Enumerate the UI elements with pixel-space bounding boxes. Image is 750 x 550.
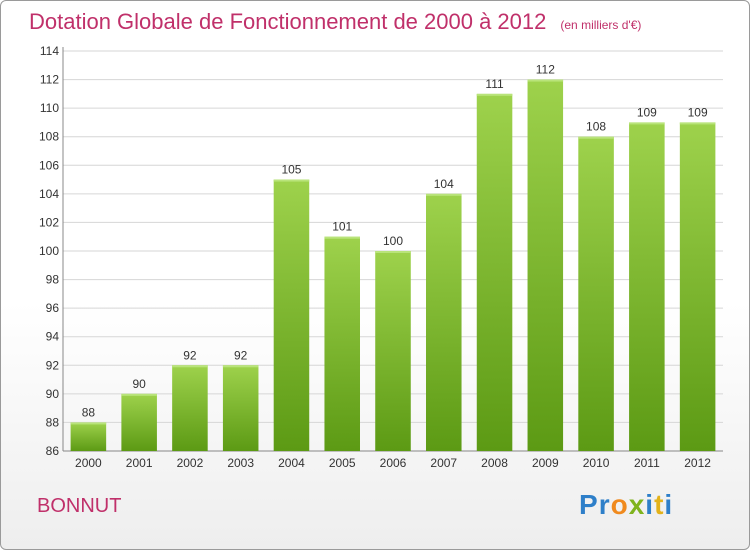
chart-title: Dotation Globale de Fonctionnement de 20… [29, 9, 641, 35]
data-label: 101 [332, 220, 352, 234]
x-tick-label: 2012 [684, 456, 711, 470]
bar-highlight [629, 122, 665, 125]
bar-highlight [70, 422, 107, 425]
chart-subtitle: (en milliers d'€) [560, 18, 642, 32]
bar-highlight [273, 179, 310, 182]
data-label: 111 [485, 77, 504, 91]
y-tick-label: 106 [39, 158, 59, 172]
bar-highlight [121, 393, 157, 396]
y-tick-label: 112 [40, 73, 59, 87]
bar [578, 136, 614, 451]
y-tick-label: 98 [46, 273, 60, 287]
logo-letter: x [628, 489, 646, 520]
data-label: 108 [586, 120, 606, 134]
bar [70, 422, 107, 451]
x-tick-label: 2001 [126, 456, 153, 470]
y-tick-label: 114 [40, 44, 59, 58]
y-tick-label: 102 [39, 215, 59, 229]
logo-letter: i [645, 489, 655, 520]
logo-letter: P [579, 489, 599, 520]
y-tick-label: 100 [39, 244, 59, 258]
x-tick-label: 2007 [430, 456, 457, 470]
x-tick-label: 2000 [75, 456, 102, 470]
y-tick-label: 110 [40, 101, 59, 115]
y-tick-label: 104 [39, 187, 59, 201]
x-tick-label: 2010 [583, 456, 610, 470]
y-tick-label: 92 [46, 358, 60, 372]
x-tick-label: 2011 [634, 456, 660, 470]
bar-highlight [375, 251, 411, 253]
bar [121, 393, 157, 451]
logo-letter: i [664, 489, 674, 520]
x-tick-label: 2006 [380, 456, 407, 470]
bar [222, 365, 259, 451]
data-label: 92 [183, 348, 197, 362]
x-tick-label: 2005 [329, 456, 356, 470]
bar [172, 365, 208, 451]
bar [527, 79, 564, 452]
data-label: 105 [281, 163, 301, 177]
data-label: 92 [234, 348, 248, 362]
x-tick-label: 2002 [177, 456, 204, 470]
bar [426, 193, 462, 451]
proxiti-logo: Proxiti [579, 489, 673, 521]
bar-highlight [578, 136, 614, 139]
x-tick-label: 2008 [481, 456, 508, 470]
x-tick-label: 2004 [278, 456, 305, 470]
logo-letter: t [654, 489, 665, 520]
y-tick-label: 90 [46, 387, 60, 401]
data-label: 100 [383, 234, 403, 248]
bar [476, 93, 513, 451]
x-tick-label: 2009 [532, 456, 559, 470]
x-tick-label: 2003 [227, 456, 254, 470]
y-tick-label: 88 [46, 415, 60, 429]
y-tick-label: 86 [46, 444, 60, 458]
bar [273, 179, 310, 452]
bar-highlight [426, 193, 462, 196]
bar [629, 122, 665, 451]
y-tick-label: 108 [39, 130, 59, 144]
bar [679, 122, 716, 451]
data-label: 109 [688, 105, 708, 119]
bar [375, 251, 411, 451]
chart-title-text: Dotation Globale de Fonctionnement de 20… [29, 9, 547, 34]
logo-letter: r [598, 489, 611, 520]
data-label: 104 [434, 177, 454, 191]
bar-highlight [222, 365, 259, 368]
bar-highlight [527, 79, 564, 82]
bar-highlight [172, 365, 208, 368]
bar [324, 236, 360, 451]
y-tick-label: 94 [46, 330, 60, 344]
bar-highlight [324, 236, 360, 239]
bar-highlight [679, 122, 716, 125]
y-tick-label: 96 [46, 301, 60, 315]
data-label: 90 [132, 377, 146, 391]
bar-highlight [476, 93, 513, 96]
data-label: 109 [637, 105, 657, 119]
data-label: 112 [536, 63, 555, 77]
commune-name: BONNUT [37, 495, 122, 517]
data-label: 88 [82, 405, 96, 419]
logo-letter: o [610, 489, 629, 520]
